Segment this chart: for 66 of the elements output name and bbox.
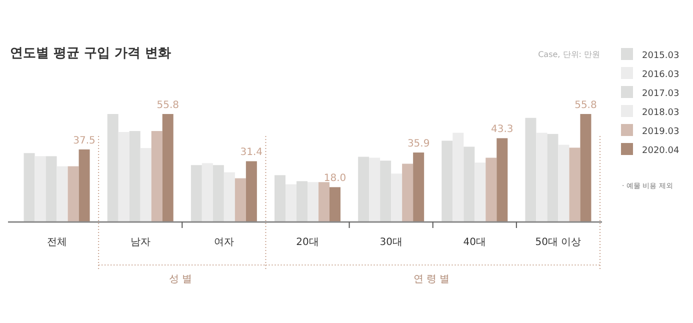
bar <box>56 166 68 222</box>
legend-label: 2017.03 <box>642 89 680 99</box>
bar <box>246 161 257 222</box>
bar <box>24 153 35 222</box>
bar <box>486 158 497 222</box>
data-label: 31.4 <box>240 147 263 158</box>
bar <box>46 156 57 222</box>
bar <box>547 134 558 222</box>
bar <box>296 181 308 222</box>
legend-label: 2015.03 <box>642 51 680 61</box>
bar <box>558 144 570 222</box>
bar <box>34 156 46 222</box>
bar <box>140 148 152 222</box>
bar <box>107 114 118 222</box>
chart-title: 연도별 평균 구입 가격 변화 <box>10 46 172 61</box>
bar <box>380 160 392 222</box>
data-label: 18.0 <box>324 173 346 184</box>
bar <box>464 146 475 222</box>
data-label: 43.3 <box>491 124 514 136</box>
x-tick-label: 여자 <box>214 237 234 248</box>
bar <box>78 149 90 222</box>
bar <box>68 166 79 222</box>
bar <box>391 174 402 222</box>
bar <box>569 148 580 222</box>
data-label: 55.8 <box>574 100 597 111</box>
bar <box>308 182 318 222</box>
data-label: 35.9 <box>407 138 430 150</box>
x-tick-label: 남자 <box>130 237 150 248</box>
bar <box>402 164 414 222</box>
bar <box>369 158 380 222</box>
bar <box>274 175 286 222</box>
bar <box>129 131 140 222</box>
x-tick-label: 50대 이상 <box>535 237 582 248</box>
bar <box>286 184 296 222</box>
legend-label: 2019.03 <box>642 127 680 137</box>
chart-subtitle: Case, 단위: 만원 <box>538 50 600 59</box>
data-label: 37.5 <box>73 135 96 146</box>
legend-label: 2020.04 <box>642 146 680 156</box>
bar <box>151 131 162 222</box>
bar <box>525 118 536 222</box>
bar <box>162 114 174 222</box>
bar <box>190 165 202 222</box>
x-tick-label: 전체 <box>46 237 67 248</box>
bar <box>536 132 548 222</box>
bar <box>580 114 592 222</box>
bar <box>202 163 213 222</box>
bar <box>496 138 508 222</box>
legend-label: 2016.03 <box>642 70 680 80</box>
bar <box>330 187 340 222</box>
bar <box>212 165 224 222</box>
data-label: 55.8 <box>156 100 179 111</box>
bar <box>442 140 453 222</box>
text: 성별 <box>169 274 196 285</box>
x-tick-label: 30대 <box>380 237 402 248</box>
bar <box>413 152 424 222</box>
bar <box>224 172 235 222</box>
bar <box>358 156 370 222</box>
bar <box>452 132 464 222</box>
x-tick-label: 40대 <box>463 237 486 248</box>
bar <box>318 182 330 222</box>
text: 연령별 <box>413 274 452 285</box>
legend-label: 2018.03 <box>642 108 680 118</box>
bar <box>118 132 130 222</box>
bar <box>234 178 246 222</box>
x-tick-label: 20대 <box>296 237 319 248</box>
bar <box>474 162 486 222</box>
